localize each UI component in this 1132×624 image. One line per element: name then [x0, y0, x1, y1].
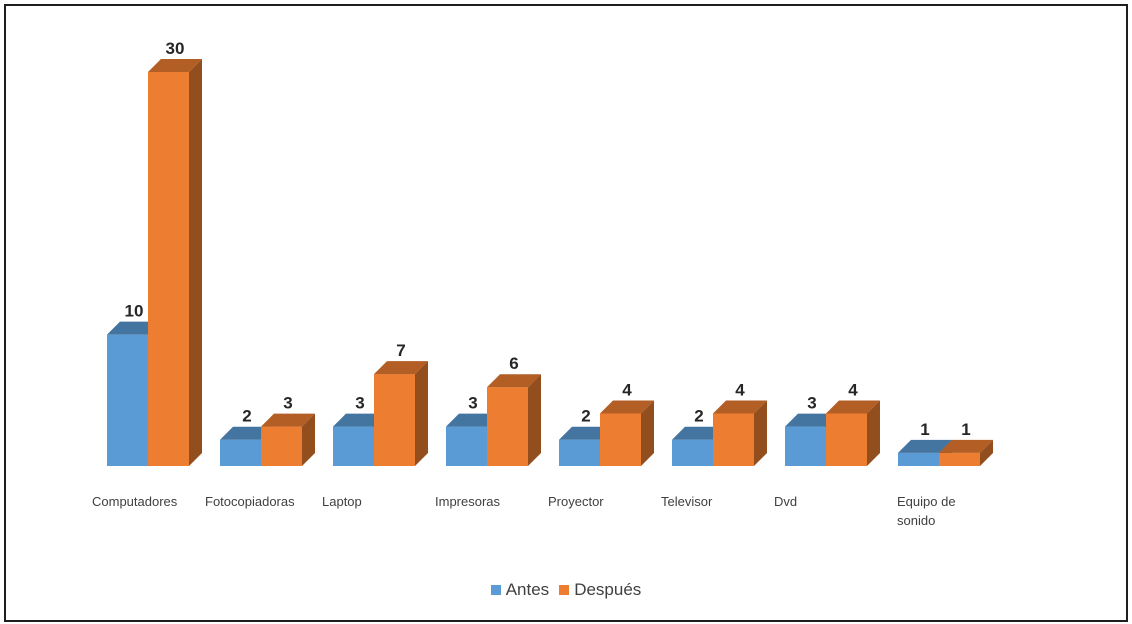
bar-despues-3 — [487, 374, 541, 466]
data-label: 2 — [694, 407, 703, 426]
legend-label-series-1: Después — [574, 580, 642, 599]
bar-front — [826, 413, 867, 466]
bar-top — [487, 374, 541, 388]
bar-front — [939, 452, 980, 466]
bar-front — [148, 72, 189, 466]
bar-side — [528, 374, 541, 466]
data-label: 10 — [125, 302, 144, 321]
bar-side — [302, 413, 315, 466]
legend-item-series-0: Antes — [490, 580, 550, 600]
bar-despues-5 — [713, 400, 767, 466]
category-label: Computadores — [92, 494, 178, 509]
bar-top — [600, 400, 654, 414]
bar-front — [446, 426, 487, 466]
data-label: 2 — [581, 407, 590, 426]
bar-despues-1 — [261, 413, 315, 466]
bar-despues-7 — [939, 439, 993, 466]
data-label: 1 — [920, 420, 929, 439]
bar-front — [713, 413, 754, 466]
category-label: Equipo de sonido — [897, 494, 956, 528]
bar-top — [939, 439, 993, 453]
bar-top — [898, 439, 952, 453]
bar-top — [785, 413, 839, 427]
bar-front — [672, 439, 713, 466]
category-label: Laptop — [322, 494, 362, 509]
bar-front — [374, 374, 415, 466]
bar-front — [333, 426, 374, 466]
bar-front — [898, 452, 939, 466]
category-label: Dvd — [774, 494, 798, 509]
bar-side — [641, 400, 654, 466]
bar-top — [333, 413, 387, 427]
bar-despues-4 — [600, 400, 654, 466]
bar-front — [220, 439, 261, 466]
bar-front — [107, 334, 148, 466]
bar-top — [559, 426, 613, 440]
bar-top — [220, 426, 274, 440]
legend-swatch-series-1 — [559, 585, 570, 595]
bar-side — [189, 59, 202, 466]
bar-top — [713, 400, 767, 414]
category-label: Fotocopiadoras — [205, 494, 295, 509]
category-label: Impresoras — [435, 494, 501, 509]
bar-side — [980, 439, 993, 466]
bar-despues-6 — [826, 400, 880, 466]
category-label: Televisor — [661, 494, 713, 509]
bar-despues-2 — [374, 361, 428, 466]
data-label: 30 — [166, 39, 185, 58]
bar-front — [559, 439, 600, 466]
data-label: 7 — [396, 341, 405, 360]
bar-despues-0 — [148, 59, 202, 466]
bar-side — [867, 400, 880, 466]
data-label: 3 — [283, 394, 292, 413]
bar-front — [600, 413, 641, 466]
data-label: 1 — [961, 420, 970, 439]
legend-label-series-0: Antes — [505, 580, 550, 599]
data-label: 2 — [242, 407, 251, 426]
bar-top — [261, 413, 315, 427]
bar-side — [415, 361, 428, 466]
data-label: 3 — [807, 394, 816, 413]
data-label: 3 — [468, 394, 477, 413]
data-label: 4 — [622, 380, 632, 399]
bar-top — [826, 400, 880, 414]
data-label: 4 — [848, 380, 858, 399]
data-label: 4 — [735, 380, 745, 399]
bar-top — [446, 413, 500, 427]
bar-top — [374, 361, 428, 375]
bar-top — [107, 321, 161, 335]
bar-side — [754, 400, 767, 466]
bar-front — [487, 387, 528, 466]
data-label: 6 — [509, 354, 518, 373]
data-label: 3 — [355, 394, 364, 413]
bar-front — [785, 426, 826, 466]
legend: Antes Después — [0, 580, 1132, 600]
bar-top — [148, 59, 202, 72]
bar-top — [672, 426, 726, 440]
category-label: Proyector — [548, 494, 604, 509]
legend-swatch-series-0 — [490, 585, 501, 595]
bar-front — [261, 426, 302, 466]
legend-item-series-1: Después — [559, 580, 641, 600]
